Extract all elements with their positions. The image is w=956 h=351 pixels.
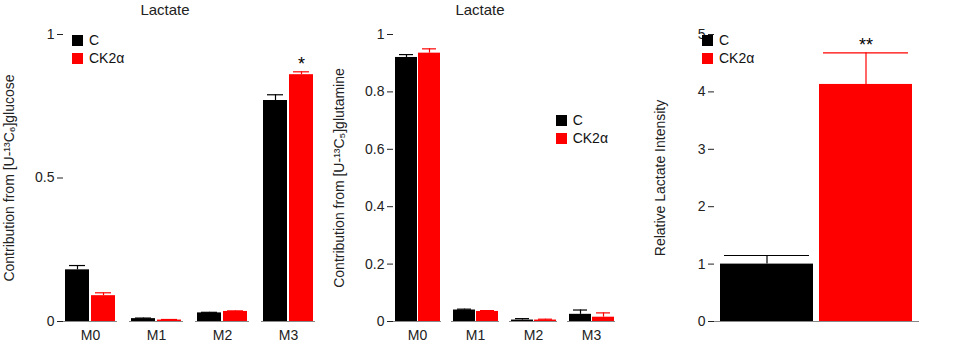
- html-text:C: C: [572, 112, 583, 128]
- svg-text:Contribution from [U-¹³C₅]glut: Contribution from [U-¹³C₅]glutamine: [331, 68, 347, 288]
- html-text:CK2α: CK2α: [89, 50, 125, 66]
- svg-text:0: 0: [698, 313, 706, 329]
- svg-text:M3: M3: [279, 327, 299, 343]
- svg-text:0.6: 0.6: [365, 141, 385, 157]
- svg-text:4: 4: [698, 83, 706, 99]
- svg-text:M2: M2: [213, 327, 233, 343]
- svg-text:0: 0: [377, 313, 385, 329]
- svg-text:**: **: [859, 35, 873, 55]
- svg-text:Contribution from [U-¹³C₆]gluc: Contribution from [U-¹³C₆]glucose: [1, 74, 17, 281]
- html-text:CK2α: CK2α: [572, 130, 608, 146]
- svg-text:1: 1: [698, 256, 706, 272]
- svg-text:0: 0: [47, 313, 55, 329]
- svg-text:1: 1: [377, 26, 385, 42]
- html-text:C: C: [89, 32, 100, 48]
- html-text:Lactate: Lactate: [455, 1, 505, 18]
- svg-text:M0: M0: [408, 327, 428, 343]
- svg-text:M3: M3: [582, 327, 602, 343]
- svg-text:M0: M0: [81, 327, 101, 343]
- svg-text:M2: M2: [524, 327, 544, 343]
- svg-text:2: 2: [698, 198, 706, 214]
- svg-text:Relative Lactate Intensity: Relative Lactate Intensity: [652, 100, 668, 256]
- svg-text:0.5: 0.5: [35, 169, 55, 185]
- svg-text:*: *: [298, 54, 305, 74]
- svg-text:3: 3: [698, 141, 706, 157]
- html-text:CK2α: CK2α: [719, 50, 755, 66]
- svg-text:0.4: 0.4: [365, 198, 385, 214]
- svg-text:M1: M1: [147, 327, 167, 343]
- svg-text:0.2: 0.2: [365, 256, 385, 272]
- svg-text:M1: M1: [466, 327, 486, 343]
- svg-text:0.8: 0.8: [365, 83, 385, 99]
- html-text:Lactate: Lactate: [140, 1, 190, 18]
- html-text:C: C: [719, 32, 730, 48]
- svg-text:1: 1: [47, 26, 55, 42]
